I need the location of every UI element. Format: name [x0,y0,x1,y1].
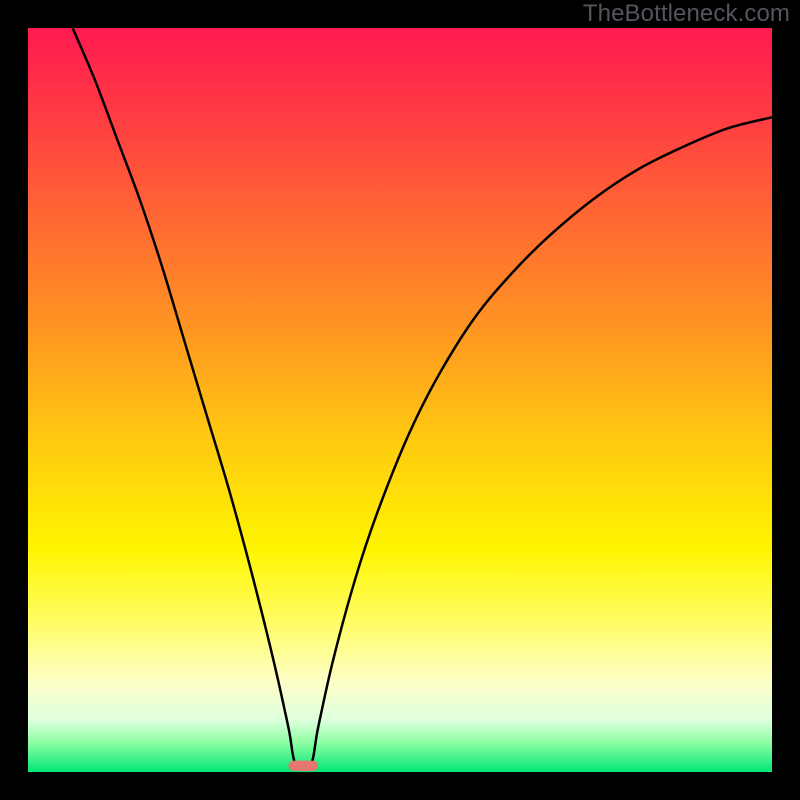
watermark-text: TheBottleneck.com [583,0,790,28]
minimum-marker [288,761,318,771]
gradient-plot-area [28,28,772,772]
bottleneck-chart [0,0,800,800]
chart-frame: TheBottleneck.com [0,0,800,800]
